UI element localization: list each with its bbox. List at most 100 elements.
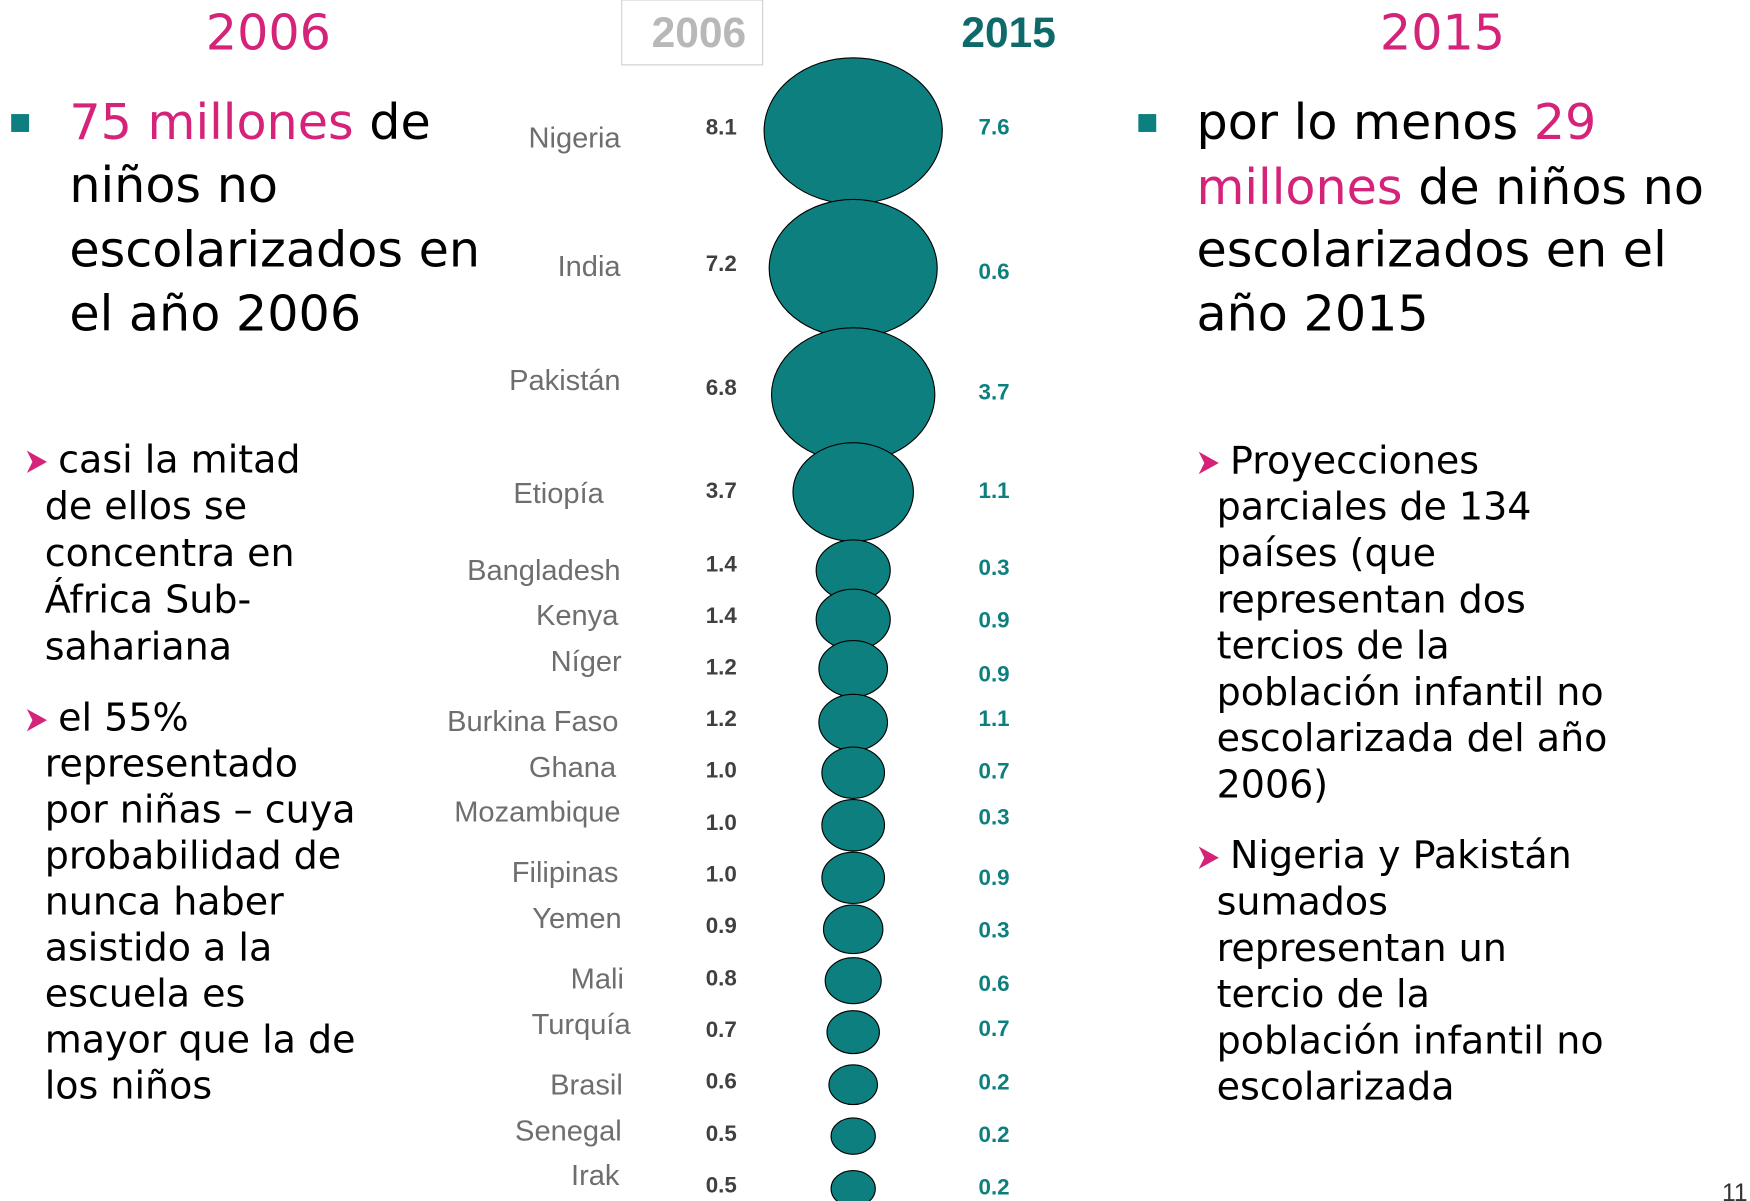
country-label: Filipinas [512,857,619,889]
value-label-2015: 0.2 [979,1175,1010,1200]
sub-bullet-line: mayor que la de [45,1017,356,1061]
sub-bullet-line: probabilidad de [45,834,341,878]
sub-bullet-line: población infantil no [1217,1018,1604,1062]
main-text-line: 75 millones de [69,93,430,151]
bubble [821,851,886,905]
sub-bullet-line: países (que [1217,531,1436,575]
sub-bullet-line: escuela es [45,971,246,1015]
bubble [792,442,914,542]
country-label: Burkina Faso [447,706,618,738]
text-segment: el año 2006 [69,284,361,342]
bubble [821,746,886,799]
bubble [818,693,889,752]
value-label-2006: 6.8 [706,375,737,400]
arrow-bullet [26,450,47,474]
value-label-2006: 1.0 [706,861,737,886]
value-label-2006: 1.4 [706,603,738,628]
sub-bullet-line: escolarizada del año [1217,716,1608,760]
sub-bullet-line: concentra en [45,531,295,575]
value-label-2015: 0.7 [979,759,1010,784]
sub-bullet-line: África Sub- [45,578,251,622]
right-title: 2015 [1380,3,1505,61]
text-segment: niños no [69,155,278,213]
value-label-2006: 0.5 [706,1172,737,1197]
value-label-2015: 1.1 [979,478,1010,503]
value-label-2015: 0.3 [979,804,1010,829]
bubble [826,1010,880,1055]
country-label: Mali [571,963,624,995]
value-label-2006: 0.9 [706,913,737,938]
bubble [763,57,943,205]
value-label-2006: 0.8 [706,965,737,990]
main-text-line: el año 2006 [69,284,361,342]
main-text-line: por lo menos 29 [1196,93,1596,151]
bubble [818,640,889,698]
country-label: Ghana [529,752,617,784]
bubble [824,957,882,1005]
value-label-2006: 1.2 [706,706,737,731]
sub-bullet-line: tercio de la [1217,972,1430,1016]
sub-bullet-line: casi la mitad [58,437,300,481]
value-label-2015: 0.7 [979,1016,1010,1041]
text-segment: de [354,93,431,151]
country-label: Bangladesh [467,555,621,587]
sub-bullet-line: representan dos [1217,577,1526,621]
bubble [821,799,886,852]
header-2006: 2006 [652,10,747,57]
value-label-2006: 8.1 [706,115,737,140]
country-label: Irak [571,1160,620,1192]
sub-bullet-line: los niños [45,1063,212,1107]
main-text-line: niños no [69,155,278,213]
arrow-bullet [26,708,47,732]
country-label: Nigeria [529,122,622,154]
left-title: 2006 [206,3,331,61]
country-label: Mozambique [454,797,620,829]
country-label: India [558,251,622,283]
country-label: Turquía [532,1009,632,1041]
bullet [1138,114,1157,132]
sub-bullet-line: sumados [1217,879,1388,923]
value-label-2006: 3.7 [706,478,737,503]
text-segment: 29 [1534,93,1597,151]
sub-bullet-line: el 55% [58,696,188,740]
bubble [830,1117,876,1155]
header-box [621,0,764,66]
page-number: 11 [1722,1180,1748,1201]
value-label-2015: 3.7 [979,380,1010,405]
value-label-2006: 1.2 [706,655,737,680]
main-text-line: escolarizados en [69,220,480,278]
country-label: Brasil [550,1070,623,1102]
country-label: Senegal [515,1115,622,1147]
arrow-bullet [1198,451,1219,475]
value-label-2015: 0.6 [979,259,1010,284]
sub-bullet-line: 2006) [1217,763,1329,807]
sub-bullet-line: representan un [1217,926,1507,970]
header-2015: 2015 [961,10,1056,57]
bubble [828,1064,879,1106]
text-segment: escolarizados en [69,220,480,278]
value-label-2015: 1.1 [979,706,1010,731]
sub-bullet-line: Nigeria y Pakistán [1230,833,1572,877]
value-label-2015: 7.6 [979,115,1010,140]
value-label-2006: 7.2 [706,251,737,276]
sub-bullet-line: escolarizada [1217,1065,1455,1109]
country-label: Pakistán [509,365,620,397]
text-segment: por lo menos [1196,93,1533,151]
bubble [822,904,884,955]
country-label: Yemen [532,903,621,935]
value-label-2015: 0.9 [979,608,1010,633]
bubble [768,198,938,338]
text-segment: año 2015 [1196,284,1428,342]
text-segment: escolarizados en el [1196,220,1666,278]
country-label: Kenya [536,600,619,632]
arrow-bullet [1198,846,1219,869]
main-text-line: año 2015 [1196,284,1428,342]
sub-bullet-line: asistido a la [45,925,273,969]
value-label-2006: 1.4 [706,552,738,577]
text-segment: de niños no [1403,158,1704,216]
value-label-2006: 0.7 [706,1017,737,1042]
sub-bullet-line: sahariana [45,624,232,668]
main-text-line: escolarizados en el [1196,220,1666,278]
sub-bullet-line: representado [45,742,298,786]
